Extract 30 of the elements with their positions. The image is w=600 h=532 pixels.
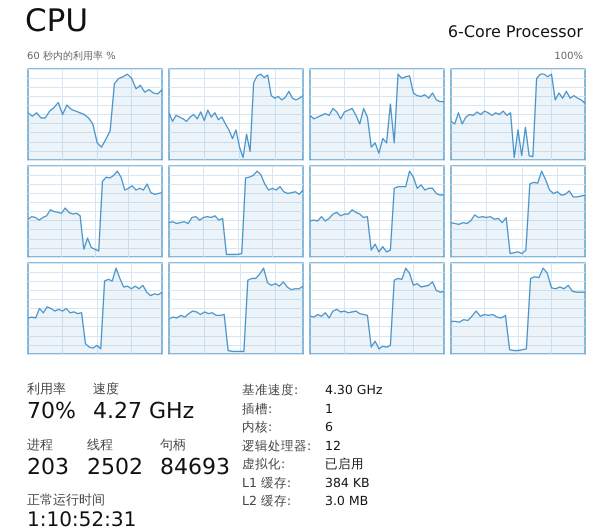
text: 已启用 (325, 456, 364, 471)
text: 插槽: (242, 400, 272, 416)
text: 逻辑处理器: (242, 438, 312, 452)
text: 2502 (87, 455, 143, 480)
text: 84693 (160, 455, 230, 480)
text: 速度 (93, 382, 119, 397)
text: CPU (25, 3, 88, 39)
text: 4.30 GHz (325, 382, 382, 397)
text: 内核: (242, 419, 272, 434)
text: 70% (27, 399, 76, 424)
text: 100% (554, 51, 583, 62)
text: 12 (325, 438, 341, 452)
text: 3.0 MB (325, 493, 368, 508)
text: L2 缓存: (242, 493, 292, 508)
text: 基准速度: (242, 382, 298, 397)
text: 线程 (87, 438, 113, 453)
text: 1 (325, 400, 333, 416)
text: 203 (27, 455, 69, 480)
text: 60 秒内的利用率 % (27, 51, 116, 62)
text: 利用率 (27, 382, 66, 397)
text: 虚拟化: (242, 456, 286, 471)
text: 1:10:52:31 (27, 507, 136, 531)
text: L1 缓存: (242, 474, 292, 490)
text: 正常运行时间 (27, 493, 105, 508)
text: 384 KB (325, 474, 370, 490)
text: 4.27 GHz (93, 399, 194, 424)
text: 6 (325, 419, 333, 434)
text: 句柄 (160, 438, 186, 453)
text: 6-Core Processor (448, 22, 583, 41)
text: 进程 (27, 438, 53, 453)
